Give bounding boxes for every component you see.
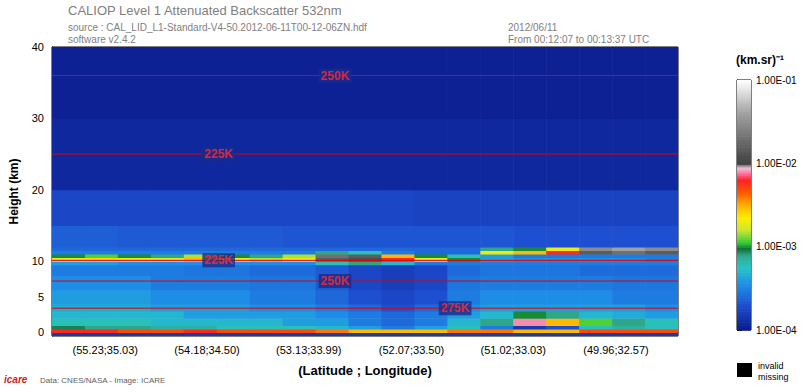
svg-text:CALIOP Level 1 Attenuated Back: CALIOP Level 1 Attenuated Backscatter 53… xyxy=(68,3,342,18)
svg-text:10: 10 xyxy=(32,255,44,267)
svg-text:30: 30 xyxy=(32,112,44,124)
svg-text:From 00:12:07 to 00:13:37 UTC: From 00:12:07 to 00:13:37 UTC xyxy=(508,34,649,45)
svg-text:1.00E-02: 1.00E-02 xyxy=(756,158,797,169)
svg-text:(54.18;34.50): (54.18;34.50) xyxy=(174,344,239,356)
svg-text:(Latitude ; Longitude): (Latitude ; Longitude) xyxy=(298,363,432,378)
svg-text:missing: missing xyxy=(758,372,789,382)
svg-text:225K: 225K xyxy=(204,147,233,161)
svg-text:(52.07;33.50): (52.07;33.50) xyxy=(379,344,444,356)
svg-text:2012/06/11: 2012/06/11 xyxy=(508,22,558,33)
svg-text:icare: icare xyxy=(4,374,28,385)
svg-text:20: 20 xyxy=(32,184,44,196)
svg-text:1.00E-01: 1.00E-01 xyxy=(756,75,797,86)
svg-text:5: 5 xyxy=(38,291,44,303)
svg-text:1.00E-03: 1.00E-03 xyxy=(756,241,797,252)
svg-text:(49.96;32.57): (49.96;32.57) xyxy=(583,344,648,356)
svg-text:software v2.4.2: software v2.4.2 xyxy=(68,34,136,45)
svg-text:(53.13;33.99): (53.13;33.99) xyxy=(276,344,341,356)
svg-text:275K: 275K xyxy=(441,301,470,315)
svg-text:1.00E-04: 1.00E-04 xyxy=(756,325,797,336)
svg-text:250K: 250K xyxy=(321,274,350,288)
svg-text:(55.23;35.03): (55.23;35.03) xyxy=(73,344,138,356)
svg-text:Data: CNES/NASA - Image: ICARE: Data: CNES/NASA - Image: ICARE xyxy=(40,376,165,385)
svg-text:40: 40 xyxy=(32,41,44,53)
svg-text:source : CAL_LID_L1-Standard-V: source : CAL_LID_L1-Standard-V4-50.2012-… xyxy=(68,22,367,33)
svg-text:(51.02;33.03): (51.02;33.03) xyxy=(481,344,546,356)
svg-text:225K: 225K xyxy=(204,253,233,267)
svg-text:invalid: invalid xyxy=(758,361,784,371)
svg-text:Height (km): Height (km) xyxy=(7,158,21,224)
svg-text:250K: 250K xyxy=(321,69,350,83)
svg-text:0: 0 xyxy=(38,326,44,338)
svg-text:(km.sr)⁻¹: (km.sr)⁻¹ xyxy=(736,53,784,67)
